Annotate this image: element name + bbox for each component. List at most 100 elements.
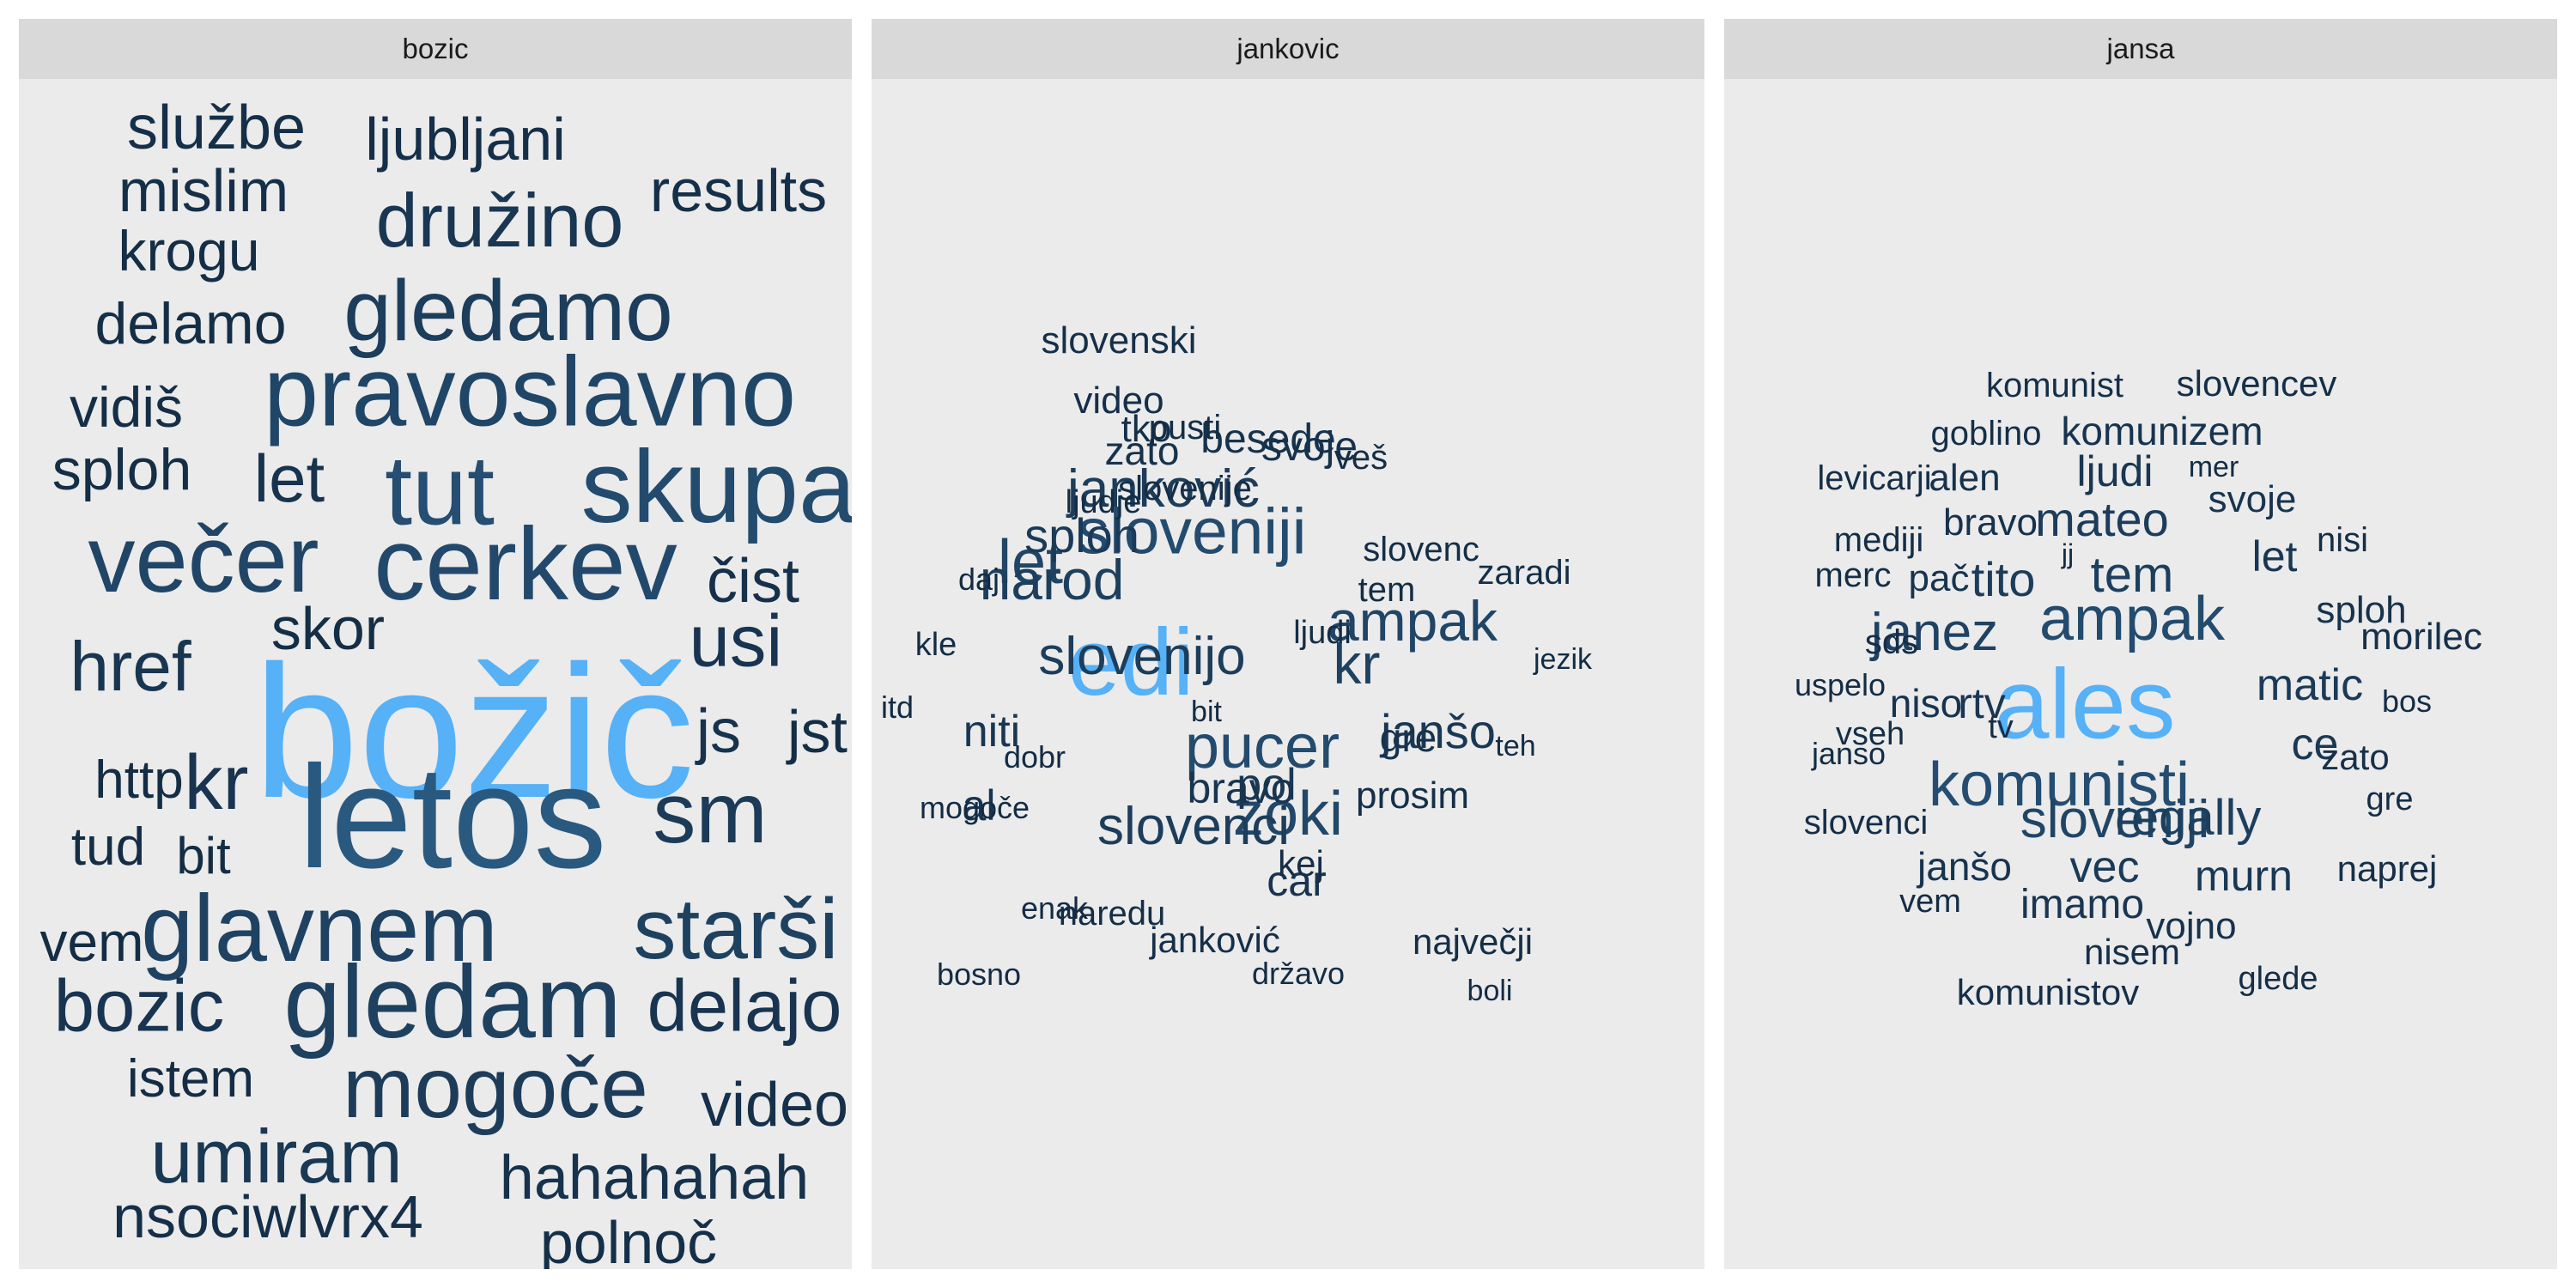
cloud-word: edi	[1067, 610, 1194, 715]
cloud-word: sloveniji	[2020, 790, 2210, 849]
cloud-word: pucer	[1184, 713, 1340, 781]
cloud-word: tem	[1358, 571, 1416, 609]
cloud-word: goblino	[1930, 415, 2042, 453]
cloud-word: pač	[1908, 557, 1970, 599]
cloud-word: janković	[1067, 459, 1260, 519]
cloud-word: href	[70, 628, 191, 706]
cloud-word: polnoč	[539, 1209, 718, 1269]
cloud-word: skupaj	[580, 429, 852, 544]
cloud-word: mogoče	[919, 790, 1030, 825]
cloud-word: mislim	[118, 157, 289, 224]
cloud-word: merc	[1814, 556, 1892, 594]
cloud-word: levicarji	[1817, 459, 1932, 497]
cloud-word: morilec	[2360, 616, 2482, 658]
cloud-word: kle	[914, 627, 957, 663]
cloud-word: janšo	[1381, 704, 1496, 758]
cloud-word: bravo	[1942, 501, 2038, 544]
cloud-word: enak	[1020, 890, 1089, 926]
cloud-word: kr	[1333, 632, 1381, 696]
cloud-word: vem	[39, 911, 144, 973]
cloud-word: slovenci	[1803, 804, 1929, 841]
cloud-word: alen	[1929, 457, 2001, 499]
cloud-word: državo	[1251, 956, 1346, 991]
cloud-word: http	[94, 750, 184, 810]
cloud-word: božič	[253, 626, 695, 837]
cloud-word: ce	[2291, 720, 2339, 769]
cloud-word: niti	[963, 707, 1021, 756]
cloud-word: nisi	[2316, 521, 2369, 559]
facet-strip-label: jansa	[1724, 19, 2557, 79]
cloud-word: bravo	[1187, 764, 1295, 812]
cloud-word: glede	[2238, 961, 2318, 997]
cloud-word: janso	[1811, 736, 1886, 771]
cloud-word: boli	[1467, 975, 1513, 1007]
cloud-word: bit	[176, 827, 231, 884]
cloud-word: letos	[298, 736, 607, 899]
cloud-word: imamo	[2020, 882, 2145, 927]
cloud-word: ljudi	[2076, 447, 2154, 495]
cloud-word: sloveniji	[1077, 495, 1307, 568]
cloud-word: splоh	[52, 437, 192, 502]
cloud-word: svoje	[1261, 424, 1358, 470]
cloud-word: slovenijo	[1038, 627, 1246, 686]
cloud-word: matic	[2256, 660, 2364, 710]
cloud-word: gledam	[283, 945, 622, 1060]
cloud-word: istem	[126, 1049, 255, 1109]
cloud-word: bit	[1191, 696, 1222, 728]
cloud-word: komunist	[1985, 367, 2124, 404]
cloud-word: slovenci	[1097, 797, 1290, 856]
cloud-word: pol	[1236, 760, 1297, 810]
cloud-word: čist	[707, 547, 799, 616]
cloud-word: vseh	[1835, 716, 1905, 752]
cloud-word: zoki	[1232, 780, 1344, 848]
cloud-word: krogu	[118, 219, 260, 283]
cloud-word: uspelo	[1794, 667, 1886, 702]
cloud-word: ampak	[2038, 585, 2226, 653]
cloud-word: največji	[1412, 921, 1534, 962]
cloud-word: ljudje	[1065, 484, 1142, 520]
cloud-word: sm	[653, 765, 768, 861]
cloud-word: teh	[1495, 730, 1536, 762]
cloud-word: vojno	[2146, 905, 2237, 947]
cloud-word: pusti	[1148, 409, 1222, 447]
cloud-word: gledamo	[343, 263, 673, 359]
cloud-word: sds	[1864, 623, 1919, 661]
cloud-word: zato	[1104, 428, 1180, 473]
cloud-word: ampak	[1327, 589, 1498, 653]
cloud-word: dobr	[1003, 739, 1066, 775]
cloud-word: jst	[787, 698, 848, 765]
cloud-word: delamo	[94, 291, 287, 356]
cloud-word: tem	[2090, 547, 2174, 603]
cloud-word: vec	[2069, 842, 2140, 892]
cloud-word: delajo	[647, 965, 842, 1048]
cloud-word: umiram	[150, 1114, 403, 1199]
cloud-word: let	[2251, 532, 2298, 580]
cloud-word: janković	[1150, 920, 1280, 960]
cloud-word: hahahahah	[499, 1144, 810, 1212]
cloud-word: komunistov	[1956, 972, 2140, 1012]
cloud-word: nsociwlvrx4	[112, 1183, 423, 1250]
cloud-word: video	[700, 1071, 849, 1139]
cloud-word: komunisti	[1928, 750, 2190, 819]
cloud-word: tito	[1971, 552, 2036, 606]
cloud-word: glavnem	[141, 876, 498, 981]
cloud-word: cerkev	[374, 507, 677, 622]
cloud-word: let	[997, 528, 1064, 597]
cloud-word: usi	[689, 600, 783, 683]
facet-panel-jansa: jansa ales komunisti ampak sloveniji janez re…	[1724, 19, 2557, 1269]
cloud-word: mer	[2188, 451, 2239, 483]
cloud-word: ales	[1994, 649, 2176, 760]
cloud-word: slovenski	[1041, 319, 1197, 361]
cloud-word: tv	[1988, 709, 2014, 745]
cloud-word: narod	[979, 548, 1125, 611]
cloud-word: js	[696, 697, 741, 766]
cloud-word: janez	[1870, 603, 1999, 662]
cloud-word: slovenije	[1118, 470, 1252, 507]
cloud-word: al	[962, 781, 996, 829]
word-cloud: edi sloveniji pucer zoki let ampak narod kr slov…	[872, 79, 1704, 1269]
cloud-word: gre	[2366, 781, 2414, 817]
word-cloud: ales komunisti ampak sloveniji janez regally t…	[1724, 79, 2557, 1269]
cloud-word: mateo	[2035, 492, 2169, 546]
cloud-word: video	[1073, 380, 1164, 422]
cloud-word: bozic	[53, 965, 225, 1048]
